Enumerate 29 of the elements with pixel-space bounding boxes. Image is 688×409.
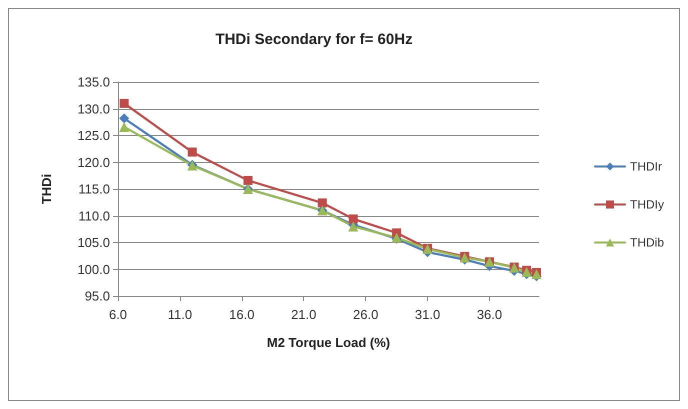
y-tick-label: 95.0: [84, 288, 110, 304]
y-tick-label: 115.0: [78, 182, 110, 196]
point: [244, 176, 253, 185]
y-axis-title: THDi: [39, 174, 54, 204]
y-tick-label: 120.0: [77, 154, 110, 170]
x-tick-label: 6.0: [108, 307, 128, 322]
point: [120, 98, 129, 108]
y-tick-label: 110.0: [78, 208, 110, 224]
y-tick-label: 105.0: [77, 235, 110, 250]
point: [188, 148, 197, 157]
x-tick-label: 11.0: [168, 307, 192, 322]
point: [119, 113, 130, 124]
legend-label: THDib: [630, 236, 664, 250]
x-axis-title: M2 Torque Load (%): [266, 335, 390, 350]
point: [348, 214, 358, 224]
x-tick-label: 31.0: [414, 307, 440, 322]
y-tick-label: 125.0: [77, 128, 110, 143]
y-tick-label: 130.0: [77, 101, 110, 116]
legend-label: THDIy: [630, 198, 664, 212]
point: [318, 198, 327, 208]
x-tick-label: 26.0: [352, 307, 378, 322]
y-tick-label: 100.0: [77, 262, 110, 277]
x-tick-label: 36.0: [476, 307, 502, 322]
legend-label: THDIr: [630, 160, 662, 174]
chart-title: THDi Secondary for f= 60Hz: [215, 31, 413, 48]
x-tick-label: 21.0: [291, 307, 316, 322]
point: [119, 122, 130, 132]
x-tick-label: 16.0: [229, 307, 254, 322]
y-tick-label: 135.0: [77, 74, 110, 90]
